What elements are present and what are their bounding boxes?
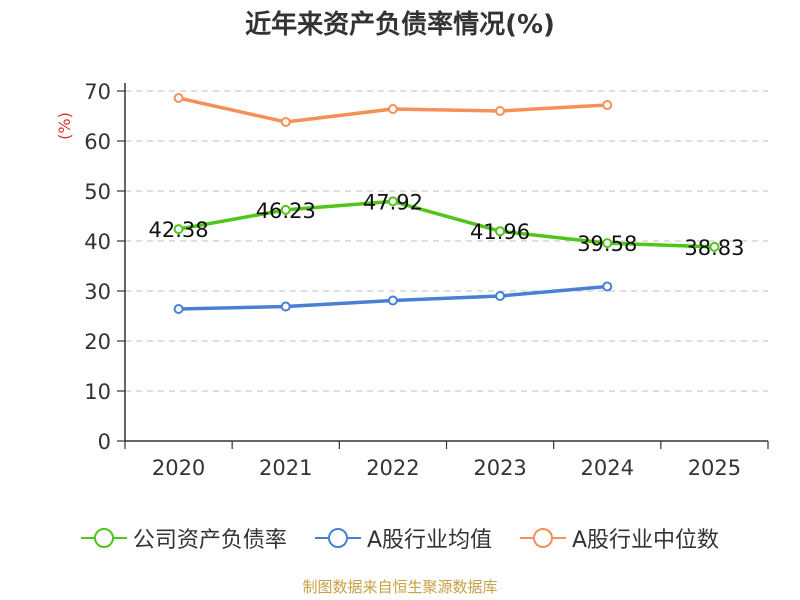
legend: 公司资产负债率 A股行业均值 A股行业中位数 xyxy=(0,518,800,558)
legend-label: A股行业均值 xyxy=(366,528,492,553)
source-note: 制图数据来自恒生聚源数据库 xyxy=(302,578,498,596)
data-point xyxy=(280,301,291,312)
data-label: 41.96 xyxy=(470,220,530,244)
data-point xyxy=(280,204,291,215)
y-tick-label: 0 xyxy=(98,430,111,454)
y-tick-label: 30 xyxy=(84,280,111,304)
chart-title: 近年来资产负债率情况(%) xyxy=(245,10,555,40)
y-tick-label: 50 xyxy=(84,180,111,204)
legend-item[interactable]: A股行业均值 xyxy=(314,522,492,554)
data-label: 47.92 xyxy=(363,190,423,214)
series-line xyxy=(178,199,715,249)
data-point xyxy=(173,93,184,103)
data-point xyxy=(173,224,184,235)
data-point xyxy=(495,226,506,237)
x-tick-label: 2024 xyxy=(581,456,634,480)
data-label: 46.23 xyxy=(256,199,316,223)
data-point xyxy=(602,238,613,249)
legend-item[interactable]: 公司资产负债率 xyxy=(80,522,287,554)
y-tick-label: 60 xyxy=(84,130,111,154)
data-label: 39.58 xyxy=(577,232,637,256)
legend-label: 公司资产负债率 xyxy=(132,528,287,553)
x-tick-label: 2021 xyxy=(259,456,312,480)
data-point xyxy=(280,117,291,127)
data-label: 42.38 xyxy=(149,218,209,242)
legend-marker-icon xyxy=(314,528,361,548)
legend-marker-icon xyxy=(80,528,127,548)
data-point xyxy=(387,295,398,306)
data-point xyxy=(387,104,398,114)
data-point xyxy=(602,281,613,292)
legend-label: A股行业中位数 xyxy=(572,528,720,553)
x-tick-label: 2023 xyxy=(473,456,526,480)
legend-item[interactable]: A股行业中位数 xyxy=(520,522,719,554)
x-tick-label: 2022 xyxy=(366,456,419,480)
data-point xyxy=(602,100,613,110)
data-point xyxy=(709,241,720,252)
y-tick-label: 40 xyxy=(84,230,111,254)
data-point xyxy=(495,291,506,301)
y-tick-label: 70 xyxy=(84,80,111,104)
data-point xyxy=(495,106,506,116)
x-tick-label: 2025 xyxy=(688,456,741,480)
y-tick-label: 20 xyxy=(84,330,111,354)
data-point xyxy=(173,304,184,314)
y-axis-label: (%) xyxy=(55,112,74,140)
legend-marker-icon xyxy=(520,528,566,548)
data-label: 38.83 xyxy=(684,236,744,260)
data-point xyxy=(387,196,398,207)
y-tick-label: 10 xyxy=(84,380,111,404)
x-tick-label: 2020 xyxy=(152,456,205,480)
